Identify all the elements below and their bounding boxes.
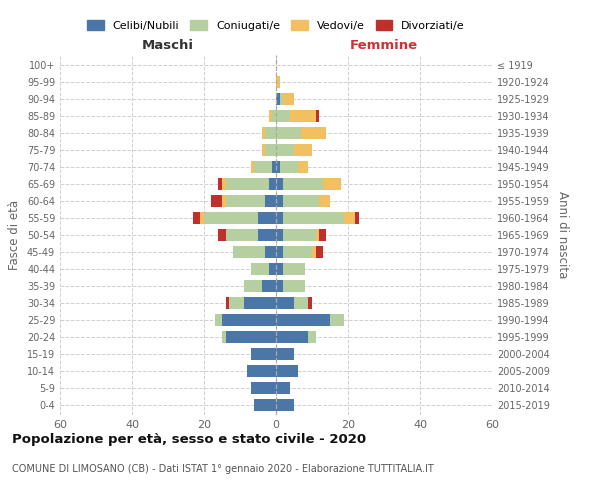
Bar [254, 161, 272, 173]
Bar [269, 110, 272, 122]
Bar [200, 212, 204, 224]
Bar [254, 398, 276, 411]
Bar [316, 110, 319, 122]
Bar [276, 364, 298, 377]
Bar [276, 314, 330, 326]
Bar [319, 195, 330, 207]
Bar [316, 246, 323, 258]
Bar [276, 348, 294, 360]
Bar [308, 297, 312, 309]
Bar [265, 127, 276, 139]
Bar [262, 127, 265, 139]
Bar [276, 212, 283, 224]
Bar [276, 280, 283, 292]
Bar [319, 229, 326, 241]
Y-axis label: Fasce di età: Fasce di età [8, 200, 21, 270]
Bar [301, 127, 326, 139]
Bar [272, 110, 276, 122]
Bar [218, 178, 222, 190]
Legend: Celibi/Nubili, Coniugati/e, Vedovi/e, Divorziati/e: Celibi/Nubili, Coniugati/e, Vedovi/e, Di… [83, 16, 469, 35]
Bar [226, 195, 265, 207]
Bar [251, 382, 276, 394]
Bar [276, 331, 308, 343]
Bar [222, 195, 226, 207]
Bar [294, 297, 308, 309]
Text: Maschi: Maschi [142, 40, 194, 52]
Bar [222, 314, 276, 326]
Bar [258, 229, 276, 241]
Bar [276, 246, 283, 258]
Bar [276, 110, 290, 122]
Bar [258, 212, 276, 224]
Bar [283, 246, 312, 258]
Bar [312, 246, 316, 258]
Bar [283, 212, 344, 224]
Bar [265, 246, 276, 258]
Bar [276, 161, 280, 173]
Bar [276, 178, 283, 190]
Bar [316, 229, 319, 241]
Bar [226, 178, 269, 190]
Bar [308, 331, 316, 343]
Text: Popolazione per età, sesso e stato civile - 2020: Popolazione per età, sesso e stato civil… [12, 432, 366, 446]
Y-axis label: Anni di nascita: Anni di nascita [556, 192, 569, 278]
Bar [211, 195, 222, 207]
Bar [222, 331, 226, 343]
Bar [247, 364, 276, 377]
Bar [298, 161, 308, 173]
Bar [226, 297, 229, 309]
Bar [251, 161, 254, 173]
Bar [251, 263, 269, 275]
Bar [244, 280, 262, 292]
Bar [283, 93, 294, 106]
Bar [229, 297, 244, 309]
Bar [269, 178, 276, 190]
Bar [276, 398, 294, 411]
Bar [280, 161, 298, 173]
Bar [215, 314, 222, 326]
Bar [244, 297, 276, 309]
Bar [276, 263, 283, 275]
Bar [283, 195, 319, 207]
Bar [276, 127, 301, 139]
Bar [251, 348, 276, 360]
Bar [344, 212, 355, 224]
Bar [193, 212, 200, 224]
Bar [269, 263, 276, 275]
Bar [218, 229, 226, 241]
Bar [276, 297, 294, 309]
Bar [330, 314, 344, 326]
Bar [276, 93, 280, 106]
Bar [283, 178, 323, 190]
Bar [283, 229, 316, 241]
Bar [276, 195, 283, 207]
Bar [226, 229, 258, 241]
Bar [233, 246, 265, 258]
Bar [265, 144, 276, 156]
Text: COMUNE DI LIMOSANO (CB) - Dati ISTAT 1° gennaio 2020 - Elaborazione TUTTITALIA.I: COMUNE DI LIMOSANO (CB) - Dati ISTAT 1° … [12, 464, 434, 474]
Bar [272, 161, 276, 173]
Bar [226, 331, 276, 343]
Bar [262, 280, 276, 292]
Bar [265, 195, 276, 207]
Bar [276, 76, 280, 88]
Bar [283, 263, 305, 275]
Bar [283, 280, 305, 292]
Bar [355, 212, 359, 224]
Bar [276, 144, 294, 156]
Bar [262, 144, 265, 156]
Bar [294, 144, 312, 156]
Bar [204, 212, 258, 224]
Text: Femmine: Femmine [350, 40, 418, 52]
Bar [276, 382, 290, 394]
Bar [276, 229, 283, 241]
Bar [290, 110, 316, 122]
Bar [280, 93, 283, 106]
Bar [222, 178, 226, 190]
Bar [323, 178, 341, 190]
